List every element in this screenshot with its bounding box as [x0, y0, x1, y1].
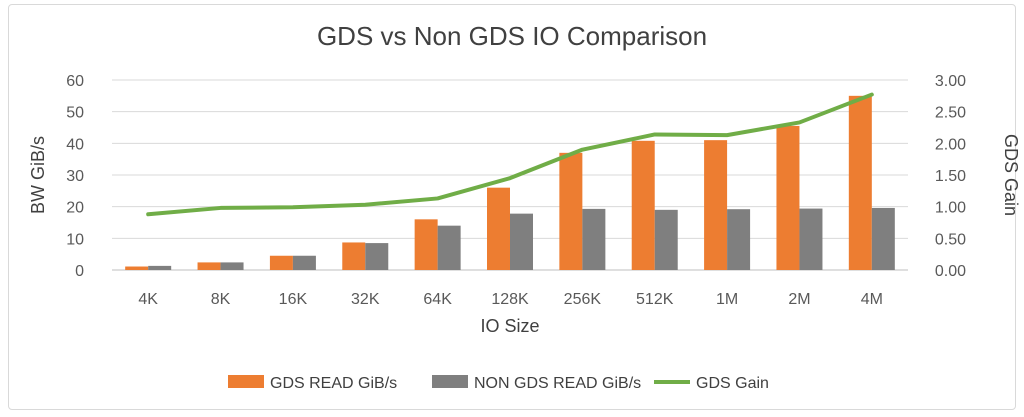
x-tick-label: 32K [351, 291, 380, 308]
bar-gds-read [559, 152, 583, 270]
y2-tick-label: 1.50 [935, 168, 966, 185]
x-tick-label: 512K [636, 291, 674, 308]
bar-gds-read [342, 242, 366, 270]
legend-label: GDS READ GiB/s [270, 375, 397, 392]
bar-non-gds-read [727, 209, 751, 270]
bar-non-gds-read [365, 243, 389, 270]
y2-tick-label: 1.00 [935, 200, 966, 217]
x-axis-ticks: 4K 8K 16K 32K 64K 128K 256K 512K 1M 2M 4M [138, 291, 883, 308]
y-tick-label: 40 [66, 136, 84, 153]
bar-non-gds-read [292, 255, 316, 270]
y-tick-label: 0 [75, 263, 84, 280]
bar-non-gds-read [582, 208, 606, 270]
bar-gds-read [848, 95, 872, 270]
bar-non-gds-read [799, 208, 823, 270]
bar-gds-read [125, 266, 149, 270]
bar-gds-read [487, 187, 510, 270]
x-tick-label: 16K [279, 291, 308, 308]
y-tick-label: 30 [66, 168, 84, 185]
gds-gain-series-line [146, 92, 874, 217]
bar-non-gds-read [871, 207, 895, 270]
x-tick-label: 8K [211, 291, 231, 308]
chart-title: GDS vs Non GDS IO Comparison [317, 21, 707, 51]
y2-tick-label: 2.50 [935, 105, 966, 122]
x-tick-label: 2M [788, 291, 810, 308]
y-axis-label: BW GiB/s [28, 136, 48, 214]
bar-gds-read [631, 140, 655, 270]
legend: GDS READ GiB/s NON GDS READ GiB/s GDS Gain [228, 375, 769, 392]
x-tick-label: 4M [861, 291, 883, 308]
bar-non-gds-read [220, 262, 244, 270]
y-tick-label: 50 [66, 105, 84, 122]
bar-non-gds-read [510, 213, 533, 270]
y2-tick-label: 0.00 [935, 263, 966, 280]
bar-gds-read [776, 125, 800, 271]
bar-gds-read [197, 262, 221, 270]
x-axis-label: IO Size [480, 316, 539, 336]
x-tick-label: 4K [138, 291, 158, 308]
gridlines [112, 79, 908, 271]
x-tick-label: 1M [716, 291, 738, 308]
x-tick-label: 128K [491, 291, 529, 308]
bars [125, 95, 895, 271]
bar-gds-read [704, 140, 728, 270]
y2-tick-label: 0.50 [935, 231, 966, 248]
y2-tick-label: 3.00 [935, 73, 966, 90]
x-tick-label: 256K [564, 291, 602, 308]
y-tick-label: 10 [66, 231, 84, 248]
y-tick-label: 20 [66, 200, 84, 217]
y2-axis-ticks: 0.00 0.50 1.00 1.50 2.00 2.50 3.00 [935, 73, 966, 280]
bar-non-gds-read [148, 265, 172, 270]
bar-gds-read [414, 219, 438, 270]
bar-non-gds-read [654, 209, 678, 270]
bar-non-gds-read [437, 225, 461, 270]
legend-label: NON GDS READ GiB/s [474, 375, 641, 392]
gain-line [146, 92, 874, 217]
y2-axis-label: GDS Gain [1001, 134, 1021, 216]
legend-swatch [228, 375, 264, 388]
legend-label: GDS Gain [696, 375, 769, 392]
y-tick-label: 60 [66, 73, 84, 90]
y-axis-ticks: 0 10 20 30 40 50 60 [66, 73, 84, 280]
y2-tick-label: 2.00 [935, 136, 966, 153]
legend-swatch [432, 375, 468, 388]
x-tick-label: 64K [423, 291, 452, 308]
bar-gds-read [269, 255, 293, 270]
